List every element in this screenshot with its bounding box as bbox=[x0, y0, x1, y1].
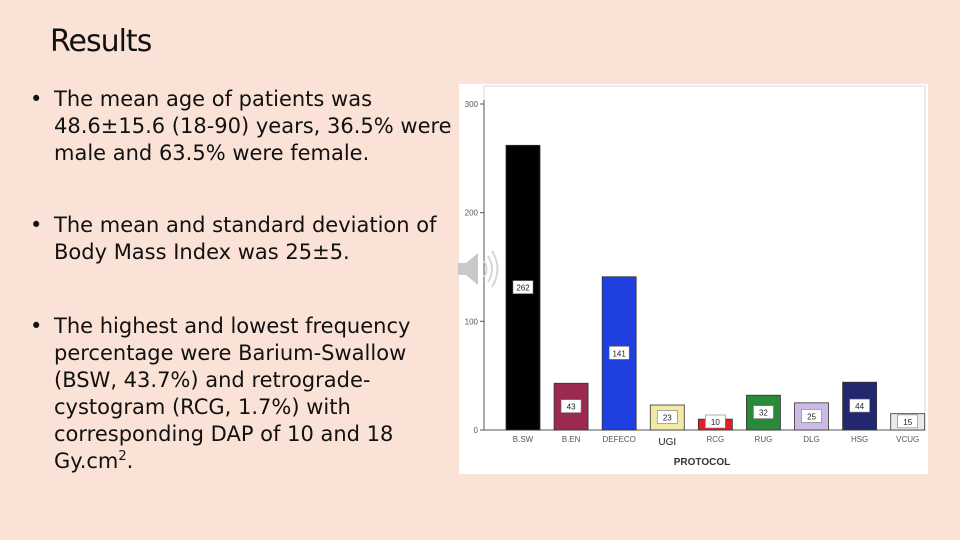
x-tick-label: RUG bbox=[755, 435, 773, 444]
bar-dlg bbox=[794, 402, 829, 431]
chart-svg: 0 100 200 300 262 B.SW 43 B.EN 141 DEFECO 23 UGI 10 R… bbox=[465, 85, 926, 468]
data-label-box bbox=[705, 414, 726, 429]
protocol-bar-chart: 0 100 200 300 262 B.SW 43 B.EN 141 DEFECO 23 UGI 10 R… bbox=[459, 84, 928, 474]
bullet-item-frequency: • The highest and lowest frequency perce… bbox=[30, 313, 460, 475]
data-label: 262 bbox=[516, 284, 530, 293]
data-label: 10 bbox=[711, 418, 720, 427]
data-label: 15 bbox=[903, 418, 912, 427]
x-tick-label: UGI bbox=[658, 437, 676, 448]
data-label-box bbox=[897, 414, 919, 429]
x-tick-label: RCG bbox=[706, 435, 724, 444]
bullet-text-bmi: The mean and standard deviation of Body … bbox=[54, 213, 437, 264]
bar-bsw bbox=[505, 144, 541, 431]
data-label-box bbox=[656, 410, 678, 424]
x-tick-label: DLG bbox=[803, 435, 819, 444]
bullet-item-bmi: • The mean and standard deviation of Bod… bbox=[30, 212, 460, 266]
superscript-two: 2 bbox=[118, 449, 127, 464]
data-label-box bbox=[560, 399, 582, 413]
data-label-box bbox=[753, 405, 774, 419]
x-tick-label: DEFECO bbox=[603, 435, 636, 444]
x-tick-label: VCUG bbox=[896, 435, 919, 444]
data-label: 25 bbox=[807, 412, 816, 421]
data-label: 23 bbox=[663, 414, 672, 423]
data-label: 43 bbox=[567, 403, 576, 412]
data-label-box bbox=[608, 346, 630, 360]
data-label: 141 bbox=[612, 349, 626, 358]
data-label: 32 bbox=[759, 409, 768, 418]
data-label-box bbox=[512, 280, 534, 294]
y-tick-label: 300 bbox=[465, 100, 479, 109]
speaker-icon[interactable] bbox=[452, 247, 508, 291]
bullet-list: • The mean age of patients was 48.6±15.6… bbox=[30, 86, 460, 475]
bar-defeco bbox=[601, 276, 637, 431]
x-tick-label: B.SW bbox=[513, 435, 534, 444]
x-axis-title: PROTOCOL bbox=[674, 457, 730, 468]
y-tick-label: 0 bbox=[474, 426, 479, 435]
x-tick-label: B.EN bbox=[562, 435, 581, 444]
data-label-box bbox=[801, 409, 822, 423]
y-tick-label: 100 bbox=[465, 317, 479, 326]
bullet-text-age: The mean age of patients was 48.6±15.6 (… bbox=[54, 87, 452, 165]
slide-title: Results bbox=[50, 24, 152, 59]
bullet-symbol: • bbox=[30, 213, 43, 237]
x-tick-label: HSG bbox=[851, 435, 868, 444]
data-label-box bbox=[849, 398, 870, 413]
bullet-text-end: . bbox=[126, 449, 134, 473]
y-tick-label: 200 bbox=[465, 209, 479, 218]
bullet-symbol: • bbox=[30, 87, 43, 111]
bullet-item-age: • The mean age of patients was 48.6±15.6… bbox=[30, 86, 460, 167]
plot-border bbox=[483, 85, 926, 431]
bullet-text-frequency: The highest and lowest frequency percent… bbox=[54, 314, 411, 473]
bullet-symbol: • bbox=[30, 314, 43, 338]
data-label: 44 bbox=[855, 402, 864, 411]
